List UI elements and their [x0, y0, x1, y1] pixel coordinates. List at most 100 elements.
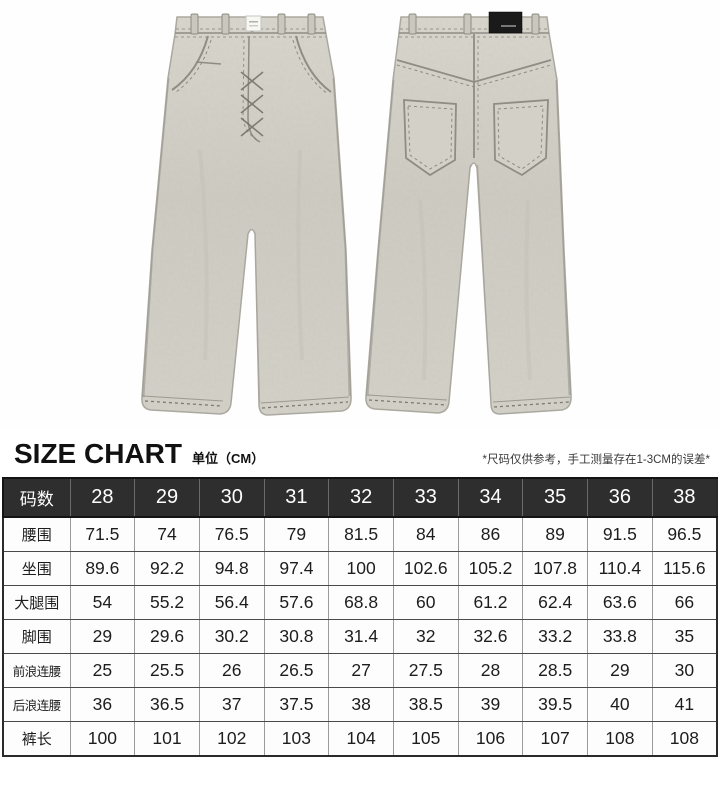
product-photo: [141, 11, 572, 416]
measurement-cell: 102: [198, 721, 265, 757]
measurement-cell: 94.8: [198, 551, 265, 586]
measurement-cell: 110.4: [587, 551, 653, 586]
measurement-cell: 100: [328, 551, 394, 586]
measurement-row-label: 裤长: [2, 721, 71, 757]
measurement-cell: 74: [134, 516, 200, 552]
size-chart-header-row: 码数 28 29 30 31 32 33 34 35 36 38: [2, 477, 718, 518]
measurement-cell: 36: [69, 687, 136, 722]
size-column-header: 29: [134, 477, 200, 518]
measurement-cell: 39: [457, 687, 524, 722]
measurement-row: 腰围 71.5 74 76.5 79 81.5 84 86 89 91.5 96.5: [2, 516, 718, 552]
measurement-cell: 39.5: [522, 687, 588, 722]
measurement-cell: 55.2: [134, 585, 200, 620]
measurement-cell: 105: [392, 721, 459, 757]
measurement-cell: 38.5: [392, 687, 459, 722]
measurement-row: 前浪连腰 25 25.5 26 26.5 27 27.5 28 28.5 29 30: [2, 653, 718, 688]
measurement-cell: 37: [198, 687, 265, 722]
measurement-cell: 26.5: [263, 653, 330, 688]
measurement-cell: 107: [522, 721, 588, 757]
measurement-cell: 108: [651, 721, 718, 757]
measurement-cell: 41: [651, 687, 718, 722]
measurement-cell: 105.2: [457, 551, 524, 586]
size-chart-disclaimer: *尺码仅供参考，手工测量存在1-3CM的误差*: [482, 454, 710, 466]
measurement-cell: 106: [457, 721, 524, 757]
measurement-cell: 96.5: [651, 516, 718, 552]
back-brand-patch: [488, 11, 523, 34]
measurement-cell: 76.5: [198, 516, 265, 552]
size-chart-title: SIZE CHART: [14, 438, 182, 469]
front-jeans: [141, 13, 352, 416]
size-column-header: 35: [522, 477, 588, 518]
size-chart-header: SIZE CHART 单位（CM） *尺码仅供参考，手工测量存在1-3CM的误差…: [0, 430, 720, 477]
fly-laces: [240, 71, 264, 137]
measurement-cell: 35: [651, 619, 718, 654]
measurement-cell: 37.5: [263, 687, 330, 722]
measurement-cell: 36.5: [134, 687, 200, 722]
measurement-cell: 32.6: [457, 619, 524, 654]
front-brand-tag: [245, 15, 262, 32]
measurement-cell: 31.4: [328, 619, 394, 654]
size-chart-unit: 单位（CM）: [192, 451, 265, 466]
label-column-header: 码数: [2, 477, 71, 518]
jeans-image: [141, 11, 572, 416]
measurement-cell: 71.5: [69, 516, 136, 552]
measurement-cell: 92.2: [134, 551, 200, 586]
measurement-cell: 115.6: [651, 551, 718, 586]
size-column-header: 34: [457, 477, 524, 518]
measurement-cell: 57.6: [263, 585, 330, 620]
back-pockets: [403, 99, 549, 177]
measurement-cell: 33.2: [522, 619, 588, 654]
measurement-row-label: 大腿围: [2, 585, 71, 620]
measurement-cell: 62.4: [522, 585, 588, 620]
measurement-cell: 27.5: [392, 653, 459, 688]
measurement-cell: 79: [263, 516, 330, 552]
measurement-row-label: 脚围: [2, 619, 71, 654]
measurement-cell: 91.5: [587, 516, 653, 552]
measurement-cell: 40: [587, 687, 653, 722]
measurement-cell: 30.2: [198, 619, 265, 654]
measurement-cell: 30: [651, 653, 718, 688]
measurement-cell: 100: [69, 721, 136, 757]
measurement-row-label: 坐围: [2, 551, 71, 586]
measurement-cell: 89: [522, 516, 588, 552]
measurement-cell: 27: [328, 653, 394, 688]
measurement-row: 大腿围 54 55.2 56.4 57.6 68.8 60 61.2 62.4 63.6 66: [2, 585, 718, 620]
measurement-cell: 101: [134, 721, 200, 757]
back-jeans: [365, 11, 572, 415]
measurement-cell: 102.6: [392, 551, 459, 586]
size-column-header: 33: [392, 477, 459, 518]
measurement-cell: 56.4: [198, 585, 265, 620]
measurement-cell: 29.6: [134, 619, 200, 654]
measurement-row: 裤长 100 101 102 103 104 105 106 107 108 108: [2, 721, 718, 757]
measurement-cell: 89.6: [69, 551, 136, 586]
measurement-row: 坐围 89.6 92.2 94.8 97.4 100 102.6 105.2 107.8 110.…: [2, 551, 718, 586]
size-column-header: 38: [651, 477, 718, 518]
measurement-cell: 38: [328, 687, 394, 722]
measurement-row-label: 前浪连腰: [2, 653, 71, 688]
size-column-header: 28: [69, 477, 136, 518]
measurement-row-label: 后浪连腰: [2, 687, 71, 722]
measurement-row: 脚围 29 29.6 30.2 30.8 31.4 32 32.6 33.2 33.8 35: [2, 619, 718, 654]
measurement-cell: 54: [69, 585, 136, 620]
measurement-cell: 28.5: [522, 653, 588, 688]
measurement-row-label: 腰围: [2, 516, 71, 552]
measurement-cell: 61.2: [457, 585, 524, 620]
size-column-header: 36: [587, 477, 653, 518]
measurement-row: 后浪连腰 36 36.5 37 37.5 38 38.5 39 39.5 40 41: [2, 687, 718, 722]
measurement-cell: 84: [392, 516, 459, 552]
measurement-cell: 81.5: [328, 516, 394, 552]
measurement-cell: 26: [198, 653, 265, 688]
measurement-cell: 28: [457, 653, 524, 688]
measurement-cell: 60: [392, 585, 459, 620]
measurement-cell: 33.8: [587, 619, 653, 654]
size-chart-body: 腰围 71.5 74 76.5 79 81.5 84 86 89 91.5 96.5 坐围 89.6 92…: [2, 516, 718, 757]
measurement-cell: 107.8: [522, 551, 588, 586]
measurement-cell: 86: [457, 516, 524, 552]
measurement-cell: 63.6: [587, 585, 653, 620]
measurement-cell: 32: [392, 619, 459, 654]
measurement-cell: 25.5: [134, 653, 200, 688]
measurement-cell: 68.8: [328, 585, 394, 620]
measurement-cell: 104: [328, 721, 394, 757]
measurement-cell: 29: [69, 619, 136, 654]
